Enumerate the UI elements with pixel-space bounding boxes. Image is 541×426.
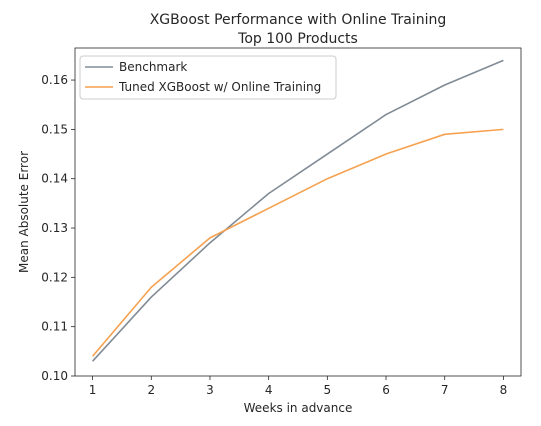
y-axis-label: Mean Absolute Error: [17, 151, 31, 273]
x-tick-label: 6: [382, 383, 390, 397]
y-tick-label: 0.14: [41, 172, 68, 186]
plot-area-frame: [74, 47, 522, 377]
y-tick-label: 0.13: [41, 221, 68, 235]
series-line-tuned-xgboost: [91, 128, 504, 357]
x-tick-label: 7: [441, 383, 449, 397]
x-tick-label: 8: [500, 383, 508, 397]
series-line-benchmark: [92, 59, 504, 362]
y-tick-label: 0.11: [41, 320, 68, 334]
chart-title-line-1: XGBoost Performance with Online Training: [150, 12, 447, 28]
legend-label-benchmark: Benchmark: [119, 60, 187, 74]
x-tick-label: 2: [147, 383, 155, 397]
legend: Benchmark Tuned XGBoost w/ Online Traini…: [79, 55, 337, 100]
x-tick-label: 5: [324, 383, 332, 397]
legend-frame: [79, 55, 337, 100]
y-tick-label: 0.15: [41, 122, 68, 136]
series-lines: [91, 59, 504, 362]
legend-label-tuned-xgboost: Tuned XGBoost w/ Online Training: [118, 80, 321, 94]
x-axis-label: Weeks in advance: [244, 401, 353, 415]
x-tick-label: 1: [89, 383, 97, 397]
y-tick-label: 0.10: [41, 369, 68, 383]
y-tick-label: 0.16: [41, 73, 68, 87]
chart-title-line-2: Top 100 Products: [237, 31, 358, 47]
y-axis: 0.10 0.11 0.12 0.13 0.14 0.15 0.16: [41, 73, 75, 383]
x-tick-label: 4: [265, 383, 273, 397]
x-tick-label: 3: [206, 383, 214, 397]
x-axis: 1 2 3 4 5 6 7 8: [89, 376, 507, 397]
y-tick-label: 0.12: [41, 270, 68, 284]
